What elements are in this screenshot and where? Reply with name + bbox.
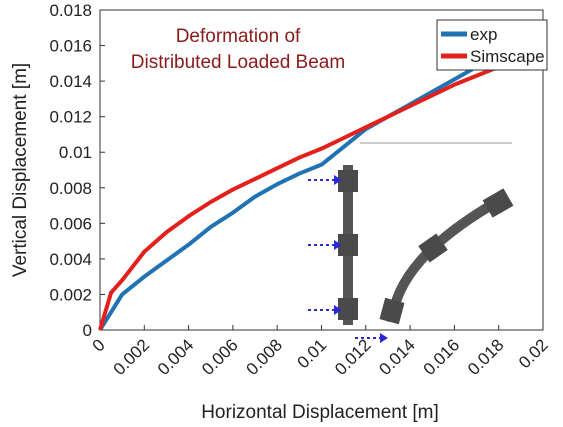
x-tick-label: 0.01 bbox=[293, 335, 330, 372]
x-tick-label: 0 bbox=[89, 335, 109, 355]
data-line bbox=[98, 41, 539, 332]
deformed-beam bbox=[387, 195, 503, 323]
legend-box bbox=[436, 19, 548, 71]
x-tick-label: 0.02 bbox=[515, 335, 552, 372]
x-tick-label: 0.018 bbox=[464, 335, 508, 379]
x-tick-label: 0.002 bbox=[110, 335, 154, 379]
load-arrows bbox=[308, 175, 388, 343]
beam-block bbox=[338, 298, 358, 320]
x-tick-label: 0.014 bbox=[375, 335, 419, 379]
x-tick-label: 0.016 bbox=[420, 335, 464, 379]
y-tick-label: 0 bbox=[83, 321, 92, 340]
x-tick-label: 0.006 bbox=[198, 335, 242, 379]
legend-label: exp bbox=[470, 25, 497, 44]
beam-illustration bbox=[308, 142, 514, 343]
annotation: Deformation of bbox=[176, 26, 301, 47]
x-tick-label: 0.008 bbox=[243, 335, 287, 379]
legend-label: Simscape bbox=[470, 47, 545, 66]
y-tick-label: 0.006 bbox=[49, 214, 92, 233]
legend: exp Simscape bbox=[436, 19, 548, 71]
y-tick-label: 0.002 bbox=[49, 285, 92, 304]
y-tick-label: 0.014 bbox=[49, 72, 92, 91]
beam-block bbox=[379, 297, 405, 325]
x-tick-label: 0.004 bbox=[154, 335, 198, 379]
beam-block bbox=[482, 188, 514, 218]
y-tick-label: 0.016 bbox=[49, 37, 92, 56]
annotation: Distributed Loaded Beam bbox=[131, 52, 345, 73]
y-tick-label: 0.012 bbox=[49, 108, 92, 127]
y-axis-label: Vertical Displacement [m] bbox=[10, 63, 31, 277]
data-line bbox=[98, 54, 539, 331]
y-tick-label: 0.004 bbox=[49, 250, 92, 269]
beam-block bbox=[338, 234, 358, 256]
x-tick-label: 0.012 bbox=[331, 335, 375, 379]
y-tick-label: 0.008 bbox=[49, 179, 92, 198]
beam-block bbox=[418, 233, 448, 263]
y-tick-label: 0.018 bbox=[49, 1, 92, 20]
x-axis-label: Horizontal Displacement [m] bbox=[201, 402, 439, 423]
y-tick-label: 0.01 bbox=[59, 143, 92, 162]
beam-block bbox=[338, 170, 358, 192]
